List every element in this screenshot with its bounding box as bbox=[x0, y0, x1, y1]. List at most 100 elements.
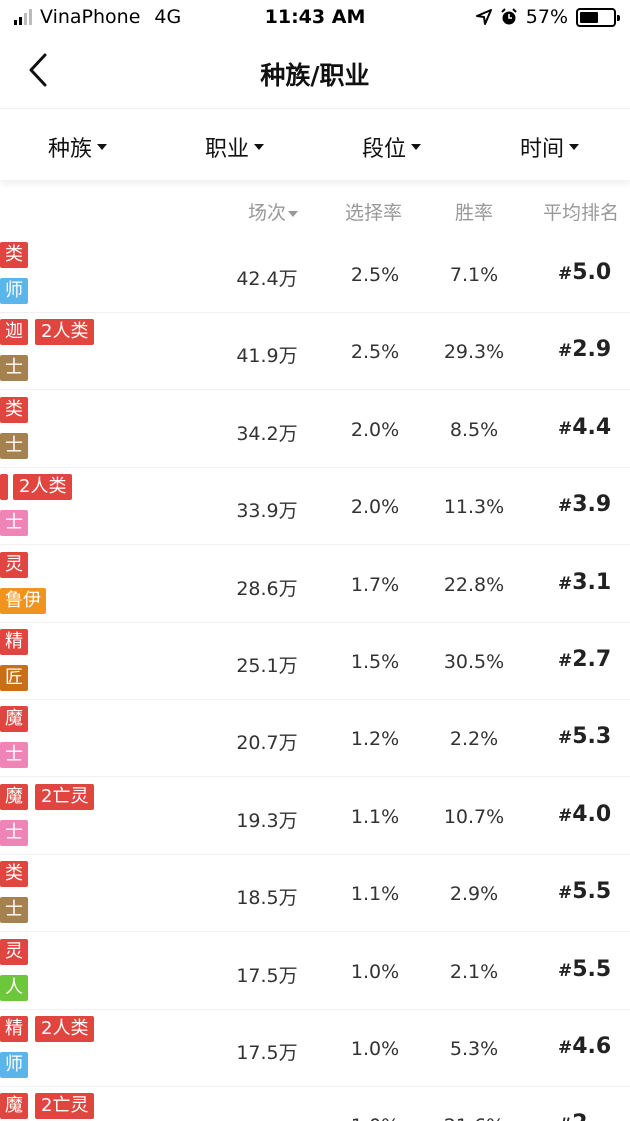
avg-rank-value: #2 bbox=[558, 1111, 588, 1121]
column-win-rate[interactable]: 胜率 bbox=[455, 198, 493, 225]
table-row[interactable]: 类士 34.2万 2.0% 8.5% #4.4 bbox=[0, 391, 630, 468]
nav-bar: 种族/职业 bbox=[0, 36, 630, 106]
table-row[interactable]: 魔士 20.7万 1.2% 2.2% #5.3 bbox=[0, 700, 630, 778]
rank-hash: # bbox=[558, 1115, 572, 1121]
column-label: 场次 bbox=[248, 202, 287, 224]
avg-rank-value: #3.9 bbox=[558, 492, 611, 517]
table-row[interactable]: 魔 2亡灵 17.5万 1.0% 21.6% #2 bbox=[0, 1087, 630, 1121]
caret-down-icon bbox=[254, 144, 265, 150]
filter-tier[interactable]: 段位 bbox=[362, 131, 422, 163]
class-tag: 士 bbox=[0, 819, 28, 846]
filter-label: 职业 bbox=[205, 137, 250, 162]
class-tag: 匠 bbox=[0, 665, 28, 691]
pick-rate-value: 1.7% bbox=[350, 573, 400, 596]
page-title: 种族/职业 bbox=[260, 61, 370, 90]
filter-label: 段位 bbox=[362, 137, 407, 162]
plays-value: 28.6万 bbox=[236, 577, 298, 600]
filter-label: 时间 bbox=[520, 137, 565, 162]
pick-rate-value: 2.0% bbox=[350, 418, 400, 441]
win-rate-value: 22.8% bbox=[443, 573, 505, 596]
plays-value: 19.3万 bbox=[236, 809, 298, 832]
rank-hash: # bbox=[558, 883, 573, 904]
table-row[interactable]: 灵人 17.5万 1.0% 2.1% #5.5 bbox=[0, 933, 630, 1010]
plays-value: 41.9万 bbox=[236, 345, 298, 368]
race-tag: 迦 bbox=[0, 319, 28, 346]
column-pick-rate[interactable]: 选择率 bbox=[345, 198, 402, 225]
win-rate-value: 2.2% bbox=[449, 728, 499, 751]
table-row[interactable]: 迦 2人类士 41.9万 2.5% 29.3% #2.9 bbox=[0, 313, 630, 391]
plays-value: 25.1万 bbox=[236, 655, 298, 677]
rank-hash: # bbox=[558, 418, 573, 439]
column-label: 胜率 bbox=[455, 202, 494, 224]
caret-down-icon bbox=[411, 144, 422, 150]
status-right: 57% bbox=[475, 6, 620, 28]
caret-down-icon bbox=[97, 144, 108, 150]
win-rate-value: 2.1% bbox=[449, 960, 499, 983]
column-plays[interactable]: 场次 bbox=[248, 198, 299, 225]
avg-rank-value: #2.9 bbox=[558, 337, 611, 362]
rank-number: 5.0 bbox=[572, 260, 612, 285]
rank-number: 5.5 bbox=[572, 956, 612, 982]
avg-rank-value: #5.5 bbox=[558, 957, 611, 982]
table-row[interactable]: 类士 18.5万 1.1% 2.9% #5.5 bbox=[0, 855, 630, 933]
avg-rank-value: #3.1 bbox=[558, 570, 611, 595]
status-left: VinaPhone 4G bbox=[14, 6, 181, 28]
race-tag: 灵 bbox=[0, 938, 28, 965]
win-rate-value: 21.6% bbox=[438, 1115, 510, 1121]
table-row[interactable]: 精 2人类师 17.5万 1.0% 5.3% #4.6 bbox=[0, 1010, 630, 1087]
win-rate-value: 30.5% bbox=[443, 651, 505, 673]
race-tag: 魔 bbox=[0, 783, 28, 810]
avg-rank-value: #4.4 bbox=[558, 415, 611, 440]
plays-value: 20.7万 bbox=[236, 732, 298, 755]
class-tag: 人 bbox=[0, 974, 28, 1001]
pick-rate-value: 1.0% bbox=[340, 1115, 410, 1121]
win-rate-value: 2.9% bbox=[449, 883, 499, 906]
filter-race[interactable]: 种族 bbox=[48, 131, 108, 163]
win-rate-value: 29.3% bbox=[443, 341, 505, 364]
class-tag: 鲁伊 bbox=[0, 587, 46, 614]
class-tag: 士 bbox=[0, 510, 28, 537]
pick-rate-value: 1.0% bbox=[350, 960, 400, 983]
rank-hash: # bbox=[558, 960, 573, 981]
race-tag: 灵 bbox=[0, 551, 28, 578]
pick-rate-value: 2.0% bbox=[350, 496, 400, 519]
race-count-tag: 2人类 bbox=[35, 319, 95, 346]
column-avg-rank[interactable]: 平均排名 bbox=[543, 198, 619, 225]
plays-value: 17.5万 bbox=[236, 1042, 298, 1064]
battery-percent: 57% bbox=[525, 6, 568, 28]
back-button[interactable] bbox=[18, 48, 58, 92]
location-icon bbox=[475, 9, 492, 25]
filter-class[interactable]: 职业 bbox=[205, 131, 265, 163]
avg-rank-value: #4.6 bbox=[558, 1034, 611, 1059]
column-label: 平均排名 bbox=[543, 202, 620, 224]
race-tag: 魔 bbox=[0, 706, 28, 733]
column-label: 选择率 bbox=[345, 202, 403, 224]
table-row[interactable]: 精匠 25.1万 1.5% 30.5% #2.7 bbox=[0, 623, 630, 700]
win-rate-value: 11.3% bbox=[443, 496, 505, 519]
class-tag: 师 bbox=[0, 1052, 28, 1078]
avg-rank-value: #5.3 bbox=[558, 724, 611, 749]
plays-value: 42.4万 bbox=[236, 268, 298, 290]
alarm-icon bbox=[501, 8, 517, 25]
table-row[interactable]: 魔 2亡灵士 19.3万 1.1% 10.7% #4.0 bbox=[0, 778, 630, 855]
pick-rate-value: 1.2% bbox=[350, 728, 400, 751]
avg-rank-value: #4.0 bbox=[558, 802, 611, 827]
race-count-tag: 2亡灵 bbox=[35, 783, 95, 810]
avg-rank-value: #2.7 bbox=[558, 647, 611, 672]
rank-number: 5.3 bbox=[572, 724, 612, 750]
avg-rank-value: #5.0 bbox=[558, 260, 611, 285]
rank-hash: # bbox=[558, 341, 573, 362]
pick-rate-value: 1.0% bbox=[350, 1038, 400, 1060]
table-row[interactable]: 2人类士 33.9万 2.0% 11.3% #3.9 bbox=[0, 468, 630, 546]
rank-number: 4.6 bbox=[572, 1034, 612, 1059]
caret-down-icon bbox=[569, 144, 580, 150]
rank-hash: # bbox=[558, 496, 573, 517]
filter-time[interactable]: 时间 bbox=[520, 131, 580, 163]
table-row[interactable]: 类师 42.4万 2.5% 7.1% #5.0 bbox=[0, 236, 630, 313]
chevron-left-icon bbox=[29, 53, 47, 87]
rank-number: 2.9 bbox=[572, 337, 612, 363]
pick-rate-value: 2.5% bbox=[350, 341, 400, 364]
race-tag: 魔 bbox=[0, 1093, 28, 1120]
rank-number: 2.7 bbox=[572, 647, 612, 672]
table-row[interactable]: 灵鲁伊 28.6万 1.7% 22.8% #3.1 bbox=[0, 546, 630, 623]
